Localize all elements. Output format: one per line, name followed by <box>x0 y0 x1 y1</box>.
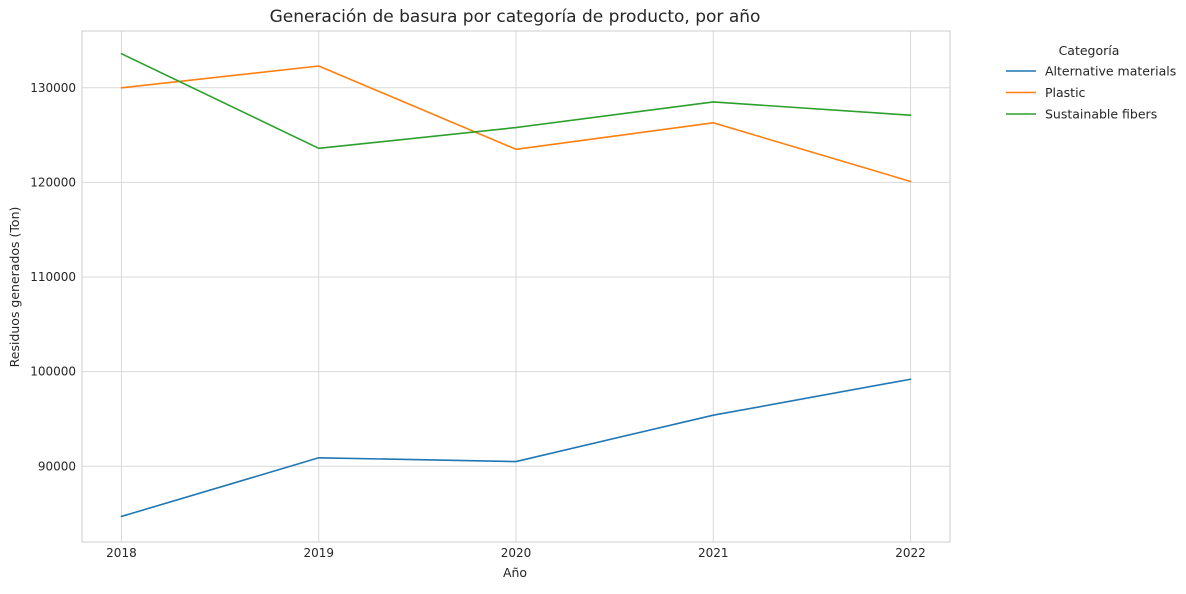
x-tick-label: 2018 <box>106 546 137 560</box>
y-tick-label: 130000 <box>30 81 76 95</box>
plot-frame <box>81 30 951 543</box>
y-tick-label: 110000 <box>30 270 76 284</box>
y-tick-label: 100000 <box>30 365 76 379</box>
legend-label: Sustainable fibers <box>1045 107 1157 122</box>
series-lines <box>120 52 912 518</box>
y-axis-label: Residuos generados (Ton) <box>7 207 22 368</box>
grid <box>82 31 950 542</box>
series-line-alternative-materials <box>120 378 912 518</box>
legend-item: Plastic <box>1006 85 1086 100</box>
x-axis-ticks: 2018 2019 2020 2021 2022 <box>106 546 926 560</box>
chart-title: Generación de basura por categoría de pr… <box>270 7 761 27</box>
x-tick-label: 2020 <box>501 546 532 560</box>
legend-label: Plastic <box>1045 85 1086 100</box>
x-tick-label: 2019 <box>303 546 334 560</box>
y-tick-label: 120000 <box>30 175 76 189</box>
x-axis-label: Año <box>503 565 527 580</box>
series-line-plastic <box>120 65 912 183</box>
x-tick-label: 2021 <box>698 546 729 560</box>
legend-item: Sustainable fibers <box>1006 107 1157 122</box>
legend-entries: Alternative materials Plastic Sustainable … <box>1006 64 1176 122</box>
legend-title: Categoría <box>1059 43 1120 58</box>
legend-item: Alternative materials <box>1006 64 1176 79</box>
legend-label: Alternative materials <box>1045 64 1176 79</box>
y-tick-label: 90000 <box>38 459 76 473</box>
series-line-sustainable-fibers <box>120 52 912 150</box>
legend: Categoría Alternative materials Plastic Su… <box>1006 43 1176 122</box>
y-axis-ticks: 90000 100000 110000 120000 130000 <box>30 81 76 474</box>
x-tick-label: 2022 <box>895 546 926 560</box>
